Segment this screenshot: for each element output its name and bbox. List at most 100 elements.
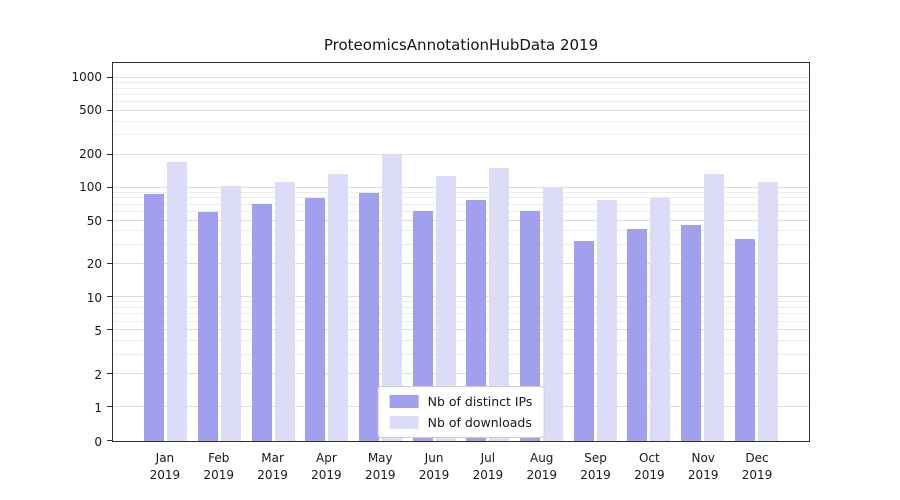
bar-nb-of-downloads xyxy=(435,176,456,441)
legend-item-downloads: Nb of downloads xyxy=(389,415,533,430)
bar-nb-of-downloads xyxy=(596,199,617,441)
bar-group-jan xyxy=(139,63,193,441)
gridline xyxy=(113,329,809,331)
bar-nb-of-downloads xyxy=(167,162,188,441)
y-tick-label: 50 xyxy=(86,213,102,228)
bar-group-mar xyxy=(246,63,300,441)
bar-nb-of-distinct-ips xyxy=(520,210,541,441)
legend: Nb of distinct IPs Nb of downloads xyxy=(377,386,545,438)
legend-item-distinct-ips: Nb of distinct IPs xyxy=(389,394,532,409)
bar-group-jun xyxy=(407,63,461,441)
gridline xyxy=(113,296,809,298)
y-axis: 1000 500 200 100 50 20 10 5 2 1 0 xyxy=(0,62,102,449)
bar-nb-of-distinct-ips xyxy=(627,229,648,441)
bar-group-may xyxy=(354,63,408,441)
y-tick-label: 0 xyxy=(94,435,102,449)
x-tick-label: Mar 2019 xyxy=(257,451,288,482)
x-axis: Jan 2019 Feb 2019 Mar 2019 Apr 2019 May 2019 Jun 20… xyxy=(112,450,810,484)
gridline xyxy=(113,94,809,96)
bar-nb-of-distinct-ips xyxy=(198,212,218,441)
gridline xyxy=(113,203,809,205)
gridline xyxy=(113,244,809,246)
gridline xyxy=(113,82,809,84)
bar-group-jul xyxy=(461,63,515,441)
gridline xyxy=(113,301,809,303)
x-tick-label: Oct 2019 xyxy=(634,451,665,482)
y-tick-mark xyxy=(107,110,112,112)
gridline xyxy=(113,313,809,315)
y-tick-mark xyxy=(107,296,112,298)
gridline xyxy=(113,320,809,322)
legend-label-downloads: Nb of downloads xyxy=(427,415,532,430)
gridline xyxy=(113,134,809,136)
y-tick-label: 2 xyxy=(94,367,102,382)
gridline xyxy=(113,110,809,112)
bar-nb-of-downloads xyxy=(382,153,403,441)
gridline xyxy=(113,339,809,341)
bar-nb-of-distinct-ips xyxy=(466,200,487,441)
x-tick-label: Jul 2019 xyxy=(472,451,504,482)
x-tick-label: May 2019 xyxy=(364,451,396,482)
gridline xyxy=(113,153,809,155)
bar-nb-of-downloads xyxy=(543,186,564,441)
y-tick-label: 500 xyxy=(79,103,102,118)
gridline xyxy=(113,197,809,199)
x-tick-label: Sep 2019 xyxy=(580,451,611,482)
bars-row xyxy=(113,63,809,441)
bar-nb-of-downloads xyxy=(221,185,241,441)
bar-group-feb xyxy=(193,63,247,441)
bar-nb-of-distinct-ips xyxy=(305,198,326,441)
y-tick-label: 1000 xyxy=(71,70,102,85)
gridline xyxy=(113,191,809,193)
bar-nb-of-distinct-ips xyxy=(681,224,702,441)
bar-nb-of-downloads xyxy=(274,181,295,441)
gridline xyxy=(113,87,809,89)
gridline xyxy=(113,230,809,232)
bar-nb-of-downloads xyxy=(650,198,671,441)
y-tick-label: 20 xyxy=(86,257,102,272)
y-tick-label: 10 xyxy=(86,290,102,305)
gridline xyxy=(113,263,809,265)
legend-swatch-downloads xyxy=(389,416,419,429)
x-tick-label: Feb 2019 xyxy=(203,451,235,482)
y-tick-label: 100 xyxy=(79,180,102,195)
bar-nb-of-downloads xyxy=(757,181,778,441)
x-tick-label: Jun 2019 xyxy=(418,451,450,482)
x-tick-label: Apr 2019 xyxy=(311,451,342,482)
bar-nb-of-distinct-ips xyxy=(573,240,594,441)
gridline xyxy=(113,120,809,122)
bar-group-apr xyxy=(300,63,354,441)
x-tick-label: Jan 2019 xyxy=(149,451,181,482)
bar-nb-of-distinct-ips xyxy=(734,239,755,441)
gridline xyxy=(113,211,809,213)
y-tick-label: 200 xyxy=(79,147,102,162)
y-tick-mark xyxy=(107,186,112,188)
gridline xyxy=(113,306,809,308)
bar-nb-of-downloads xyxy=(489,167,510,441)
y-tick-mark xyxy=(107,219,112,221)
gridline xyxy=(113,219,809,221)
y-tick-mark xyxy=(107,153,112,155)
bar-nb-of-distinct-ips xyxy=(144,193,165,441)
plot-area xyxy=(107,62,810,442)
y-tick-mark xyxy=(107,372,112,374)
y-tick-mark xyxy=(107,77,112,79)
bar-group-nov xyxy=(676,63,730,441)
bar-group-aug xyxy=(515,63,569,441)
y-tick-mark xyxy=(107,405,112,407)
y-tick-mark xyxy=(107,440,112,441)
gridline xyxy=(113,353,809,355)
gridline xyxy=(113,101,809,103)
bar-nb-of-distinct-ips xyxy=(412,210,433,441)
x-tick-label: Nov 2019 xyxy=(687,451,719,482)
bar-group-oct xyxy=(622,63,676,441)
bar-nb-of-downloads xyxy=(328,174,349,441)
y-tick-mark xyxy=(107,263,112,265)
x-tick-label: Aug 2019 xyxy=(526,451,557,482)
legend-swatch-distinct-ips xyxy=(389,395,419,408)
y-tick-label: 1 xyxy=(94,400,102,415)
gridline xyxy=(113,186,809,188)
bar-nb-of-downloads xyxy=(704,174,725,441)
gridline xyxy=(113,77,809,79)
